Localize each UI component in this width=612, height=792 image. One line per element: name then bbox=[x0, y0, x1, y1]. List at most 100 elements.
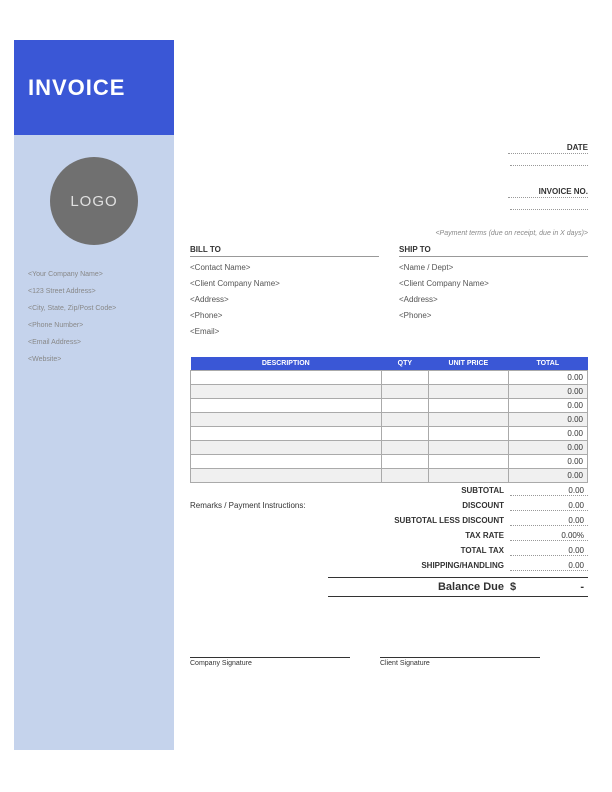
total-tax-value: 0.00 bbox=[510, 546, 588, 556]
discount-value: 0.00 bbox=[510, 501, 588, 511]
sidebar: INVOICE LOGO <Your Company Name> <123 St… bbox=[14, 40, 174, 750]
table-cell[interactable] bbox=[381, 455, 429, 469]
table-cell[interactable] bbox=[191, 413, 382, 427]
company-name: <Your Company Name> bbox=[28, 271, 174, 278]
table-cell[interactable] bbox=[381, 399, 429, 413]
col-unit-price: UNIT PRICE bbox=[429, 357, 508, 371]
table-row: 0.00 bbox=[191, 385, 588, 399]
table-cell[interactable] bbox=[381, 441, 429, 455]
payment-terms: <Payment terms (due on receipt, due in X… bbox=[190, 230, 588, 237]
summary-area: Remarks / Payment Instructions: SUBTOTAL… bbox=[190, 483, 588, 597]
company-phone: <Phone Number> bbox=[28, 322, 174, 329]
col-description: DESCRIPTION bbox=[191, 357, 382, 371]
invoice-no-label: INVOICE NO. bbox=[508, 187, 588, 198]
col-total: TOTAL bbox=[508, 357, 587, 371]
table-cell[interactable] bbox=[381, 371, 429, 385]
table-cell[interactable] bbox=[191, 385, 382, 399]
ship-address: <Address> bbox=[399, 295, 588, 304]
table-cell[interactable] bbox=[429, 371, 508, 385]
company-website: <Website> bbox=[28, 356, 174, 363]
subtotal-less-value: 0.00 bbox=[510, 516, 588, 526]
company-signature-label: Company Signature bbox=[190, 657, 350, 667]
bill-phone: <Phone> bbox=[190, 311, 379, 320]
table-cell[interactable]: 0.00 bbox=[508, 469, 587, 483]
table-cell[interactable]: 0.00 bbox=[508, 413, 587, 427]
tax-rate-label: TAX RATE bbox=[328, 531, 510, 540]
company-info: <Your Company Name> <123 Street Address>… bbox=[14, 271, 174, 363]
summary-block: SUBTOTAL 0.00 DISCOUNT 0.00 SUBTOTAL LES… bbox=[328, 483, 588, 597]
table-cell[interactable] bbox=[191, 399, 382, 413]
table-row: 0.00 bbox=[191, 371, 588, 385]
shipping-label: SHIPPING/HANDLING bbox=[328, 561, 510, 570]
table-cell[interactable] bbox=[381, 427, 429, 441]
table-cell[interactable] bbox=[381, 469, 429, 483]
shipping-value: 0.00 bbox=[510, 561, 588, 571]
table-cell[interactable]: 0.00 bbox=[508, 441, 587, 455]
ship-to-header: SHIP TO bbox=[399, 245, 588, 257]
bill-ship-section: BILL TO <Contact Name> <Client Company N… bbox=[190, 245, 588, 343]
table-cell[interactable] bbox=[429, 385, 508, 399]
table-row: 0.00 bbox=[191, 455, 588, 469]
subtotal-less-label: SUBTOTAL LESS DISCOUNT bbox=[328, 516, 510, 525]
ship-phone: <Phone> bbox=[399, 311, 588, 320]
table-cell[interactable] bbox=[429, 427, 508, 441]
balance-label: Balance Due bbox=[328, 581, 510, 593]
table-cell[interactable]: 0.00 bbox=[508, 371, 587, 385]
table-cell[interactable] bbox=[191, 427, 382, 441]
client-signature-block: Client Signature bbox=[380, 657, 540, 667]
bill-to-header: BILL TO bbox=[190, 245, 379, 257]
invoice-no-value[interactable] bbox=[510, 200, 588, 210]
company-email: <Email Address> bbox=[28, 339, 174, 346]
bill-address: <Address> bbox=[190, 295, 379, 304]
logo-placeholder: LOGO bbox=[50, 157, 138, 245]
balance-value: - bbox=[530, 581, 588, 593]
ship-to-column: SHIP TO <Name / Dept> <Client Company Na… bbox=[399, 245, 588, 343]
table-cell[interactable] bbox=[381, 385, 429, 399]
bill-company: <Client Company Name> bbox=[190, 279, 379, 288]
table-cell[interactable] bbox=[429, 469, 508, 483]
main-content: DATE INVOICE NO. <Payment terms (due on … bbox=[190, 40, 588, 667]
discount-label: DISCOUNT bbox=[328, 501, 510, 510]
table-cell[interactable] bbox=[429, 413, 508, 427]
table-row: 0.00 bbox=[191, 427, 588, 441]
table-cell[interactable]: 0.00 bbox=[508, 399, 587, 413]
company-signature-block: Company Signature bbox=[190, 657, 350, 667]
tax-rate-value: 0.00% bbox=[510, 531, 588, 541]
invoice-header: INVOICE bbox=[14, 40, 174, 135]
balance-currency: $ bbox=[510, 581, 530, 593]
table-cell[interactable]: 0.00 bbox=[508, 427, 587, 441]
date-label: DATE bbox=[508, 143, 588, 154]
subtotal-label: SUBTOTAL bbox=[328, 486, 510, 495]
bill-contact: <Contact Name> bbox=[190, 263, 379, 272]
table-row: 0.00 bbox=[191, 441, 588, 455]
ship-name: <Name / Dept> bbox=[399, 263, 588, 272]
table-cell[interactable] bbox=[191, 469, 382, 483]
table-cell[interactable] bbox=[191, 441, 382, 455]
company-city: <City, State, Zip/Post Code> bbox=[28, 305, 174, 312]
table-cell[interactable]: 0.00 bbox=[508, 455, 587, 469]
table-row: 0.00 bbox=[191, 469, 588, 483]
bill-to-column: BILL TO <Contact Name> <Client Company N… bbox=[190, 245, 379, 343]
bill-email: <Email> bbox=[190, 327, 379, 336]
table-cell[interactable] bbox=[429, 455, 508, 469]
table-row: 0.00 bbox=[191, 399, 588, 413]
table-cell[interactable] bbox=[191, 371, 382, 385]
invoice-title: INVOICE bbox=[28, 75, 125, 101]
col-qty: QTY bbox=[381, 357, 429, 371]
remarks-label: Remarks / Payment Instructions: bbox=[190, 501, 306, 510]
table-cell[interactable] bbox=[429, 399, 508, 413]
subtotal-value: 0.00 bbox=[510, 486, 588, 496]
table-cell[interactable]: 0.00 bbox=[508, 385, 587, 399]
date-value[interactable] bbox=[510, 156, 588, 166]
total-tax-label: TOTAL TAX bbox=[328, 546, 510, 555]
signatures: Company Signature Client Signature bbox=[190, 657, 588, 667]
meta-block: DATE INVOICE NO. bbox=[190, 142, 588, 212]
items-table: DESCRIPTION QTY UNIT PRICE TOTAL 0.000.0… bbox=[190, 357, 588, 483]
table-cell[interactable] bbox=[429, 441, 508, 455]
ship-company: <Client Company Name> bbox=[399, 279, 588, 288]
company-address: <123 Street Address> bbox=[28, 288, 174, 295]
table-cell[interactable] bbox=[191, 455, 382, 469]
balance-row: Balance Due $ - bbox=[328, 577, 588, 597]
table-cell[interactable] bbox=[381, 413, 429, 427]
table-row: 0.00 bbox=[191, 413, 588, 427]
